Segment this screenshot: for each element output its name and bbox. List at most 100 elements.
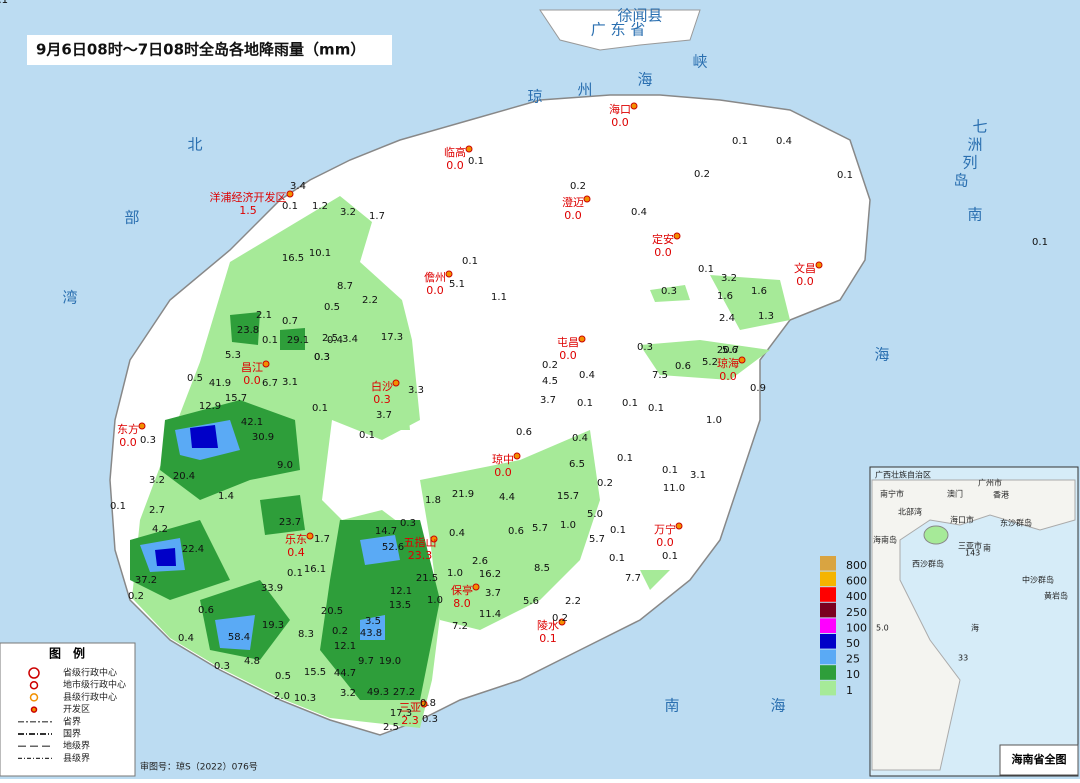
station-value: 0.1 xyxy=(110,501,126,512)
city-name: 文昌 xyxy=(794,261,816,275)
sea-label: 湾 xyxy=(62,289,77,307)
station-value: 27.2 xyxy=(393,687,415,698)
station-value: 19.3 xyxy=(262,620,284,631)
station-value: 8.5 xyxy=(534,563,550,574)
station-value: 0.1 xyxy=(0,0,8,6)
city-name: 儋州 xyxy=(424,271,446,284)
inset-label: 北部湾 xyxy=(898,507,922,517)
station-value: 0.1 xyxy=(662,465,678,476)
station-value: 1.3 xyxy=(758,311,774,322)
station-value: 11.0 xyxy=(663,483,685,494)
inset-label: 澳门 xyxy=(947,489,963,499)
station-value: 20.5 xyxy=(321,606,343,617)
city-value: 0.0 xyxy=(119,436,137,449)
station-value: 3.1 xyxy=(282,377,298,388)
station-value: 7.7 xyxy=(625,573,641,584)
station-value: 52.6 xyxy=(382,542,404,553)
station-value: 0.1 xyxy=(359,430,375,441)
scale-label: 250 xyxy=(846,606,867,619)
city-name: 五指山 xyxy=(404,535,437,549)
sea-label: 列 xyxy=(962,154,977,172)
station-value: 6.7 xyxy=(262,378,278,389)
station-value: 15.7 xyxy=(557,491,579,502)
station-value: 0.2 xyxy=(694,169,710,180)
station-value: 9.0 xyxy=(277,460,293,471)
station-value: 5.7 xyxy=(532,523,548,534)
station-value: 29.1 xyxy=(287,335,309,346)
station-value: 0.2 xyxy=(570,181,586,192)
legend-symbol xyxy=(29,693,39,702)
station-value: 0.1 xyxy=(462,256,478,267)
scale-label: 10 xyxy=(846,668,860,681)
sea-label: 岛 xyxy=(953,172,968,190)
sea-label: 南 xyxy=(664,697,679,715)
station-value: 17.3 xyxy=(381,332,403,343)
station-value: 0.1 xyxy=(837,170,853,181)
city-value: 23.3 xyxy=(408,549,433,562)
city-dot xyxy=(445,270,453,278)
station-value: 1.4 xyxy=(218,491,234,502)
station-value: 0.4 xyxy=(327,335,343,346)
station-value: 7.5 xyxy=(652,370,668,381)
station-value: 0.2 xyxy=(332,626,348,637)
station-value: 0.5 xyxy=(187,373,203,384)
city-name: 定安 xyxy=(652,232,674,246)
station-value: 0.5 xyxy=(275,671,291,682)
station-value: 1.0 xyxy=(560,520,576,531)
scale-label: 600 xyxy=(846,575,867,588)
station-value: 1.1 xyxy=(491,292,507,303)
legend-item: 地级界 xyxy=(63,740,90,752)
inset-title-box xyxy=(999,744,1079,776)
station-value: 44.7 xyxy=(334,668,356,679)
station-value: 0.3 xyxy=(214,661,230,672)
inset-label: 海 xyxy=(971,623,979,633)
station-value: 3.7 xyxy=(376,410,392,421)
color-scale: 800 600 400 250 100 50 25 10 1 xyxy=(820,556,867,697)
station-value: 16.2 xyxy=(479,569,501,580)
sea-label: 部 xyxy=(124,209,139,227)
city-name: 琼中 xyxy=(492,452,514,466)
legend-item: 国界 xyxy=(63,729,81,740)
city-value: 0.3 xyxy=(373,393,391,406)
inset-label: 143 xyxy=(965,549,980,558)
station-value: 20.7 xyxy=(717,345,739,356)
station-value: 23.7 xyxy=(279,517,301,528)
station-value: 58.4 xyxy=(228,632,250,643)
city-value: 0.0 xyxy=(494,466,512,479)
legend-item: 县级行政中心 xyxy=(63,691,117,703)
station-value: 0.1 xyxy=(617,453,633,464)
station-value: 0.3 xyxy=(314,352,330,363)
station-value: 21.9 xyxy=(452,489,474,500)
city-dot xyxy=(472,583,480,591)
city-value: 0.0 xyxy=(719,370,737,383)
station-value: 12.9 xyxy=(199,401,221,412)
station-value: 2.4 xyxy=(719,313,735,324)
scale-label: 25 xyxy=(846,653,860,666)
sea-label: 南 xyxy=(967,206,982,224)
city-dot xyxy=(306,532,314,540)
station-value: 12.1 xyxy=(390,586,412,597)
inset-label: 5.0 xyxy=(876,624,889,633)
station-value: 3.7 xyxy=(485,588,501,599)
station-value: 0.3 xyxy=(422,714,438,725)
station-value: 10.3 xyxy=(294,693,316,704)
station-value: 16.5 xyxy=(282,253,304,264)
rain-area-medium xyxy=(130,312,440,700)
station-value: 4.8 xyxy=(244,656,260,667)
city-name: 白沙 xyxy=(371,379,393,393)
legend-symbol xyxy=(30,706,38,713)
station-value: 10.1 xyxy=(309,248,331,259)
station-value: 4.5 xyxy=(542,376,558,387)
station-value: 3.2 xyxy=(340,207,356,218)
station-value: 0.4 xyxy=(776,136,792,147)
city-name: 三亚 xyxy=(399,701,421,714)
city-value: 0.0 xyxy=(611,116,629,129)
rain-area-light xyxy=(355,275,790,590)
inset-label: 广州市 xyxy=(978,478,1002,488)
city-name: 海口 xyxy=(609,102,631,116)
station-value: 15.5 xyxy=(304,667,326,678)
station-value: 0.1 xyxy=(622,398,638,409)
scale-swatch xyxy=(820,556,836,571)
